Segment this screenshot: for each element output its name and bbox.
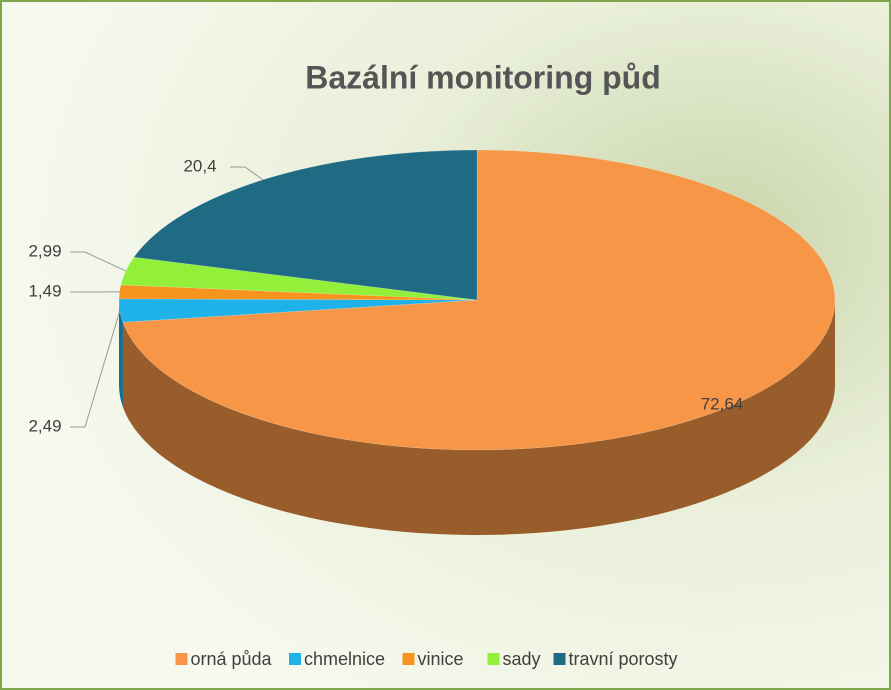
legend-swatch [402, 653, 415, 665]
legend-label: travní porosty [569, 649, 678, 669]
data-label: 2,49 [28, 416, 61, 435]
legend-swatch [289, 653, 301, 665]
legend-swatch [175, 653, 188, 665]
legend-label: orná půda [191, 649, 273, 669]
slice-side [122, 300, 835, 535]
leader-line [230, 166, 264, 181]
data-label: 2,99 [28, 241, 61, 260]
legend-label: sady [503, 649, 541, 669]
slice [120, 256, 478, 301]
leader-line [70, 251, 127, 272]
legend-label: chmelnice [304, 649, 385, 669]
legend-swatch [487, 653, 500, 665]
chart-title: Bazální monitoring půd [305, 59, 661, 95]
data-label: 72,64 [701, 394, 744, 413]
data-label: 1,49 [28, 281, 61, 300]
slice-side [119, 300, 123, 408]
leader-line [70, 310, 121, 428]
data-label: 20,4 [183, 156, 216, 175]
legend-label: vinice [418, 649, 464, 669]
legend-swatch [553, 653, 566, 665]
slice [122, 149, 836, 451]
